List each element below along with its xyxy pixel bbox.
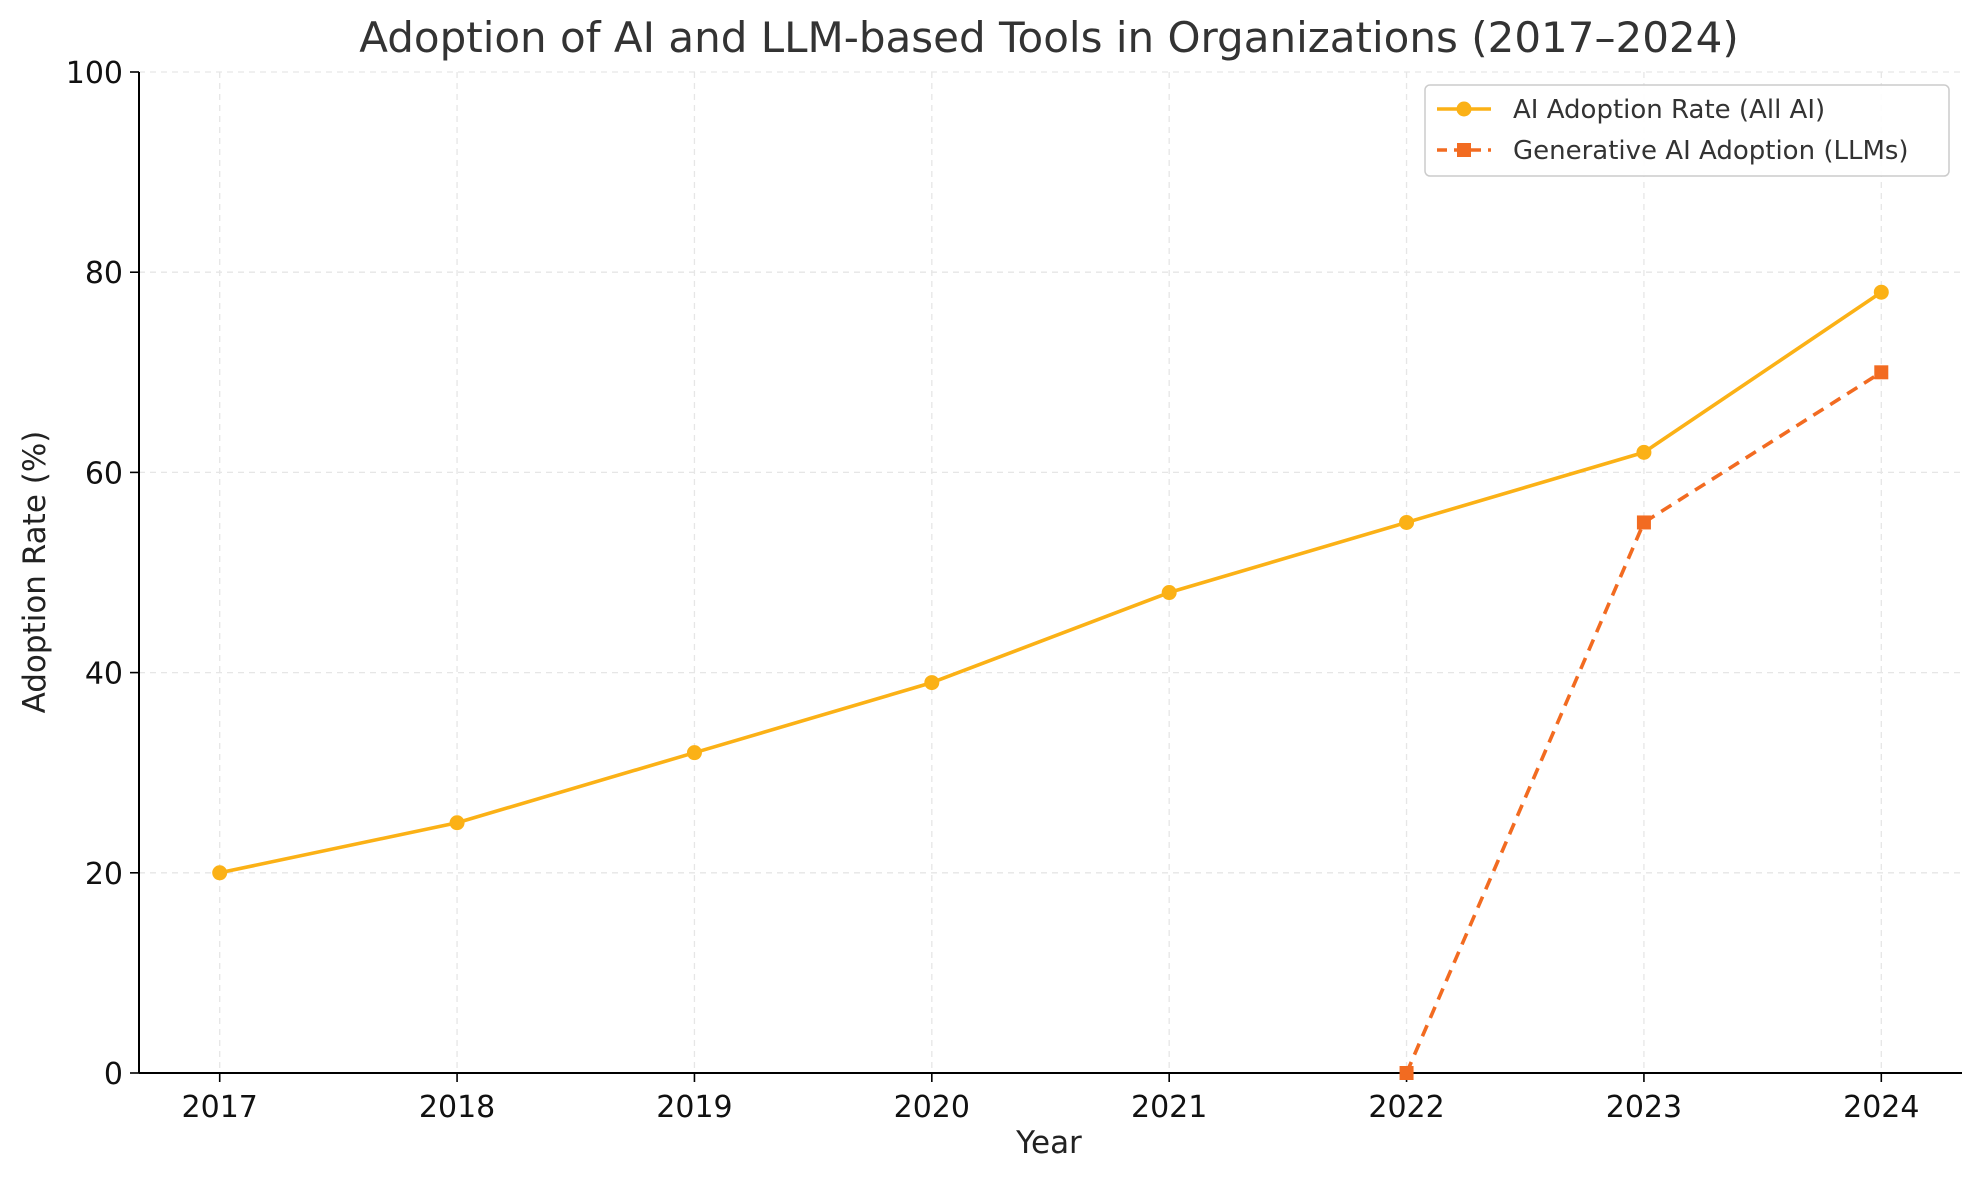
- data-point: [1399, 1066, 1414, 1080]
- series-line-2: [1404, 370, 1883, 1074]
- axes: [138, 72, 1962, 1074]
- y-tick-label: 20: [85, 857, 123, 892]
- data-point: [1874, 365, 1889, 380]
- series-2: [1399, 365, 1889, 1080]
- series-line-1: [217, 290, 1884, 875]
- data-point: [924, 675, 940, 691]
- x-tick-label: 2023: [1606, 1090, 1682, 1125]
- y-tick-label: 40: [85, 657, 123, 692]
- chart-title: Adoption of AI and LLM-based Tools in Or…: [359, 13, 1739, 62]
- data-point: [1636, 444, 1652, 460]
- legend: AI Adoption Rate (All AI) Generative AI A…: [1424, 84, 1950, 177]
- x-tick-label: 2019: [656, 1090, 732, 1125]
- legend-box: [1424, 84, 1950, 177]
- legend-item-1: AI Adoption Rate (All AI): [1437, 95, 1825, 125]
- legend-swatch-marker: [1456, 101, 1472, 117]
- y-tick-label: 0: [104, 1057, 123, 1092]
- legend-label: Generative AI Adoption (LLMs): [1513, 136, 1909, 166]
- x-tick-label: 2018: [419, 1090, 495, 1125]
- y-axis-label: Adoption Rate (%): [17, 431, 53, 714]
- legend-item-2: Generative AI Adoption (LLMs): [1437, 136, 1909, 166]
- data-point: [686, 745, 702, 761]
- x-tick-label: 2024: [1843, 1090, 1919, 1125]
- data-point: [1636, 515, 1651, 530]
- x-tick-label: 2022: [1368, 1090, 1444, 1125]
- legend-label: AI Adoption Rate (All AI): [1513, 95, 1825, 125]
- legend-swatch-marker: [1457, 143, 1471, 157]
- x-axis-label: Year: [1015, 1125, 1082, 1161]
- data-point: [1161, 585, 1177, 601]
- y-tick-label: 100: [66, 56, 123, 91]
- data-point: [449, 815, 465, 831]
- x-tick-label: 2021: [1131, 1090, 1207, 1125]
- y-tick-label: 80: [85, 256, 123, 291]
- grid: [139, 71, 1962, 1074]
- data-point: [212, 865, 228, 881]
- data-point: [1873, 284, 1889, 300]
- series-1: [212, 284, 1889, 881]
- x-tick-label: 2020: [894, 1090, 970, 1125]
- y-tick-label: 60: [85, 456, 123, 491]
- data-point: [1399, 514, 1415, 530]
- series-layer: [212, 284, 1889, 1080]
- tick-labels: 2017 2018 2019 2020 2021 2022 2023 2024 0 20 40 60 8…: [66, 56, 1920, 1125]
- x-tick-label: 2017: [182, 1090, 258, 1125]
